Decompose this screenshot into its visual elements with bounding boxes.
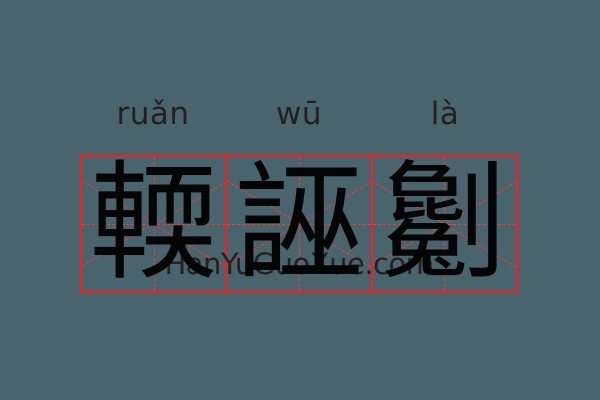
character-practice-grid: 輭 誣 劖 <box>80 155 518 293</box>
grid-cell-3: 劖 <box>370 157 516 291</box>
hanzi-glyph-3: 劖 <box>380 157 509 291</box>
pinyin-label-2: wū <box>275 95 322 132</box>
hanzi-glyph-1: 輭 <box>89 157 218 291</box>
grid-cell-1: 輭 <box>82 157 226 291</box>
hanzi-glyph-2: 誣 <box>234 157 363 291</box>
pinyin-cell: là <box>372 92 518 136</box>
pinyin-cell: wū <box>226 92 372 136</box>
pinyin-row: ruǎn wū là <box>80 92 518 136</box>
pinyin-cell: ruǎn <box>80 92 226 136</box>
pinyin-label-1: ruǎn <box>116 95 190 132</box>
grid-cell-2: 誣 <box>225 157 371 291</box>
pinyin-label-3: là <box>430 95 460 132</box>
